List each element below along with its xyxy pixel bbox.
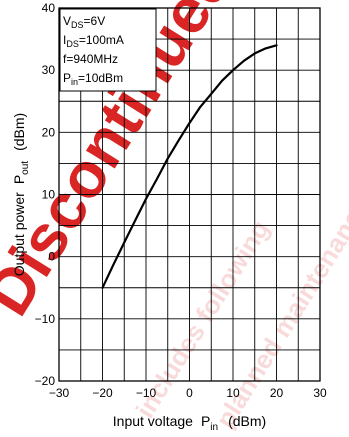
x-axis-title-symbol: P [201,413,210,429]
series-line [101,44,278,289]
y-tick-label: 10 [42,188,56,202]
legend-line: f=940MHz [63,52,118,66]
y-tick-label: −20 [35,374,56,388]
x-tick-label: 20 [270,386,284,400]
legend-background [59,8,157,92]
y-axis-title-sub: out [20,161,31,175]
x-axis-title-main: Input voltage [113,413,193,429]
y-tick-label: 40 [42,1,56,15]
y-axis-title-symbol: P [11,175,27,184]
x-tick-label: −20 [92,386,113,400]
x-tick-label: −10 [136,386,157,400]
y-axis-title-main: Output power [11,192,27,276]
y-tick-label: 20 [42,125,56,139]
plot-border [58,7,321,382]
x-tick-label: 0 [186,386,193,400]
x-axis-title: Input voltage Pin (dBm) [113,413,266,433]
y-tick-label: 30 [42,63,56,77]
y-axis-title: Output power Pout (dBm) [11,113,31,276]
y-tick-label: −10 [35,312,56,326]
legend-box: VDS=6V IDS=100mA f=940MHz Pin=10dBm [59,8,157,92]
y-axis-title-unit: (dBm) [11,113,27,151]
legend-line: VDS=6V [63,14,105,30]
series [101,44,278,289]
legend-line: Pin=10dBm [63,71,123,87]
x-tick-label: −30 [49,386,70,400]
y-tick-label: 0 [48,250,55,264]
x-axis-title-sub: in [210,422,218,433]
x-tick-label: 30 [313,386,327,400]
legend-line: IDS=100mA [63,33,124,49]
x-tick-label: 10 [226,386,240,400]
x-axis-title-unit: (dBm) [228,413,266,429]
